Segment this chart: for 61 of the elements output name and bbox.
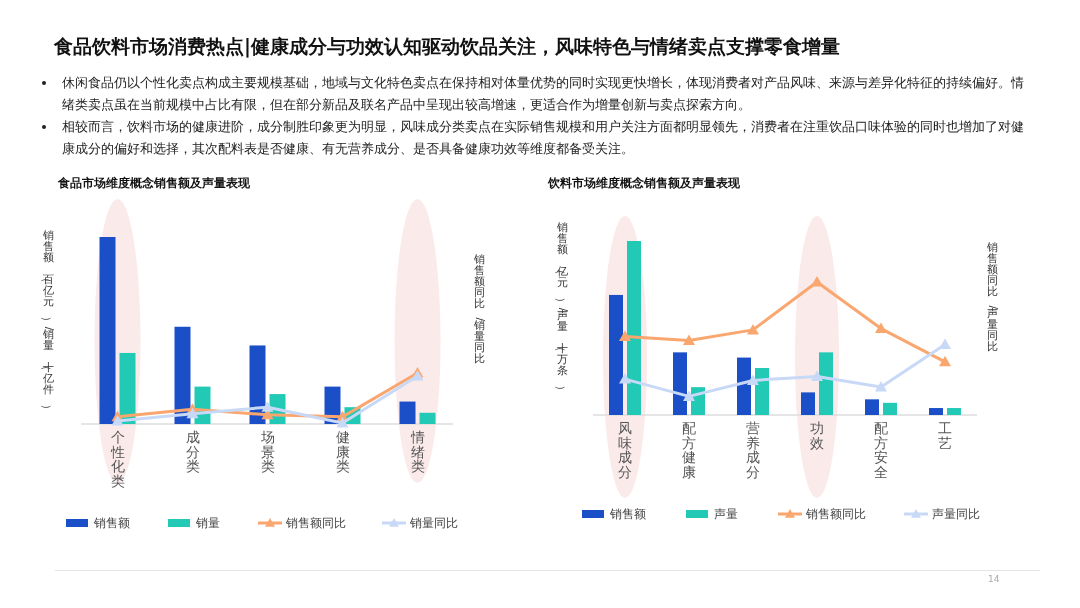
- x-tick-label: 配方安全: [874, 420, 888, 481]
- text: 销售额同比/销量同比: [473, 252, 488, 364]
- point: [186, 407, 199, 419]
- bar: [249, 345, 266, 424]
- point: [336, 416, 349, 428]
- point: [619, 373, 631, 384]
- x-tick-label: 配方健康: [682, 420, 696, 481]
- bar: [673, 352, 687, 415]
- chart-title: 饮料市场维度概念销售额及声量表现: [547, 176, 741, 190]
- bar: [627, 241, 641, 415]
- point: [747, 374, 759, 385]
- point: [683, 390, 695, 401]
- bar: [399, 401, 416, 424]
- x-tick-label: 场景类: [259, 429, 275, 475]
- x-tick-label: 情绪类: [409, 429, 425, 475]
- text: 相较而言，饮料市场的健康进阶，成分制胜印象更为明显，风味成分类卖点在实际销售规模和用户关注方面都明显领先，消费者在注重饮品口味体验的同时也增加了对健康成分的偏好和选择，其次配料表是否健康、有无营养成分、是否具备健康功效等维度都备受关注。: [62, 118, 1025, 158]
- text: 食品饮料市场消费热点|健康成分与功效认知驱动饮品关注，风味特色与情绪卖点支撑零食增量: [54, 34, 840, 60]
- bar: [419, 412, 436, 424]
- x-tick-label: 营养成分: [746, 420, 760, 481]
- bar: [947, 408, 961, 415]
- x-tick-label: 健康类: [335, 429, 350, 475]
- bar: [737, 357, 751, 415]
- bar: [609, 294, 623, 415]
- text: 销售额（亿元）/声量（十万条）: [554, 220, 571, 396]
- legend-label: 销售额: [93, 516, 130, 530]
- bar: [801, 392, 815, 415]
- x-tick-label: 工艺: [938, 420, 952, 451]
- text: 14: [988, 574, 1000, 584]
- point: [811, 276, 823, 287]
- bar: [883, 402, 897, 415]
- point: [683, 334, 695, 346]
- point: [875, 322, 887, 334]
- legend-label: 声量: [714, 507, 738, 521]
- bar: [929, 408, 943, 415]
- legend-label: 销售额同比: [805, 507, 866, 521]
- legend-label: 声量同比: [932, 507, 980, 521]
- legend-label: 销量同比: [409, 516, 458, 530]
- chart-title: 食品市场维度概念销售额及声量表现: [57, 176, 251, 190]
- bar: [174, 326, 191, 424]
- x-tick-label: 风味成分: [618, 420, 632, 481]
- point: [811, 370, 823, 381]
- point: [939, 355, 951, 367]
- bar: [819, 352, 833, 415]
- x-tick-label: 成分类: [185, 429, 200, 475]
- legend-label: 销售额: [609, 507, 646, 521]
- point: [875, 381, 887, 392]
- bar: [119, 352, 136, 424]
- point: [261, 401, 274, 412]
- legend-label: 销售额同比: [285, 516, 346, 530]
- x-tick-label: 功效: [810, 420, 824, 451]
- bar: [755, 368, 769, 415]
- text: 销售额（百亿元）/销量（十亿件）: [40, 228, 57, 415]
- point: [619, 330, 631, 342]
- point: [111, 414, 124, 426]
- legend-label: 销量: [195, 516, 220, 530]
- bar: [99, 237, 116, 424]
- x-tick-label: 个性化类: [109, 429, 125, 490]
- bar: [865, 399, 879, 415]
- point: [747, 323, 759, 335]
- text: 休闲食品仍以个性化卖点构成主要规模基础，地域与文化特色卖点在保持相对体量优势的同时实现更快增长，体现消费者对产品风味、来源与差异化特征的持续偏好。情绪类卖点虽在当前规模中占比有限，但在部分新品及联名产品中呈现出较高增速，更适合作为增量创新与卖点探索方向。: [62, 74, 1025, 114]
- text: 销售额同比/声量同比: [986, 240, 1001, 352]
